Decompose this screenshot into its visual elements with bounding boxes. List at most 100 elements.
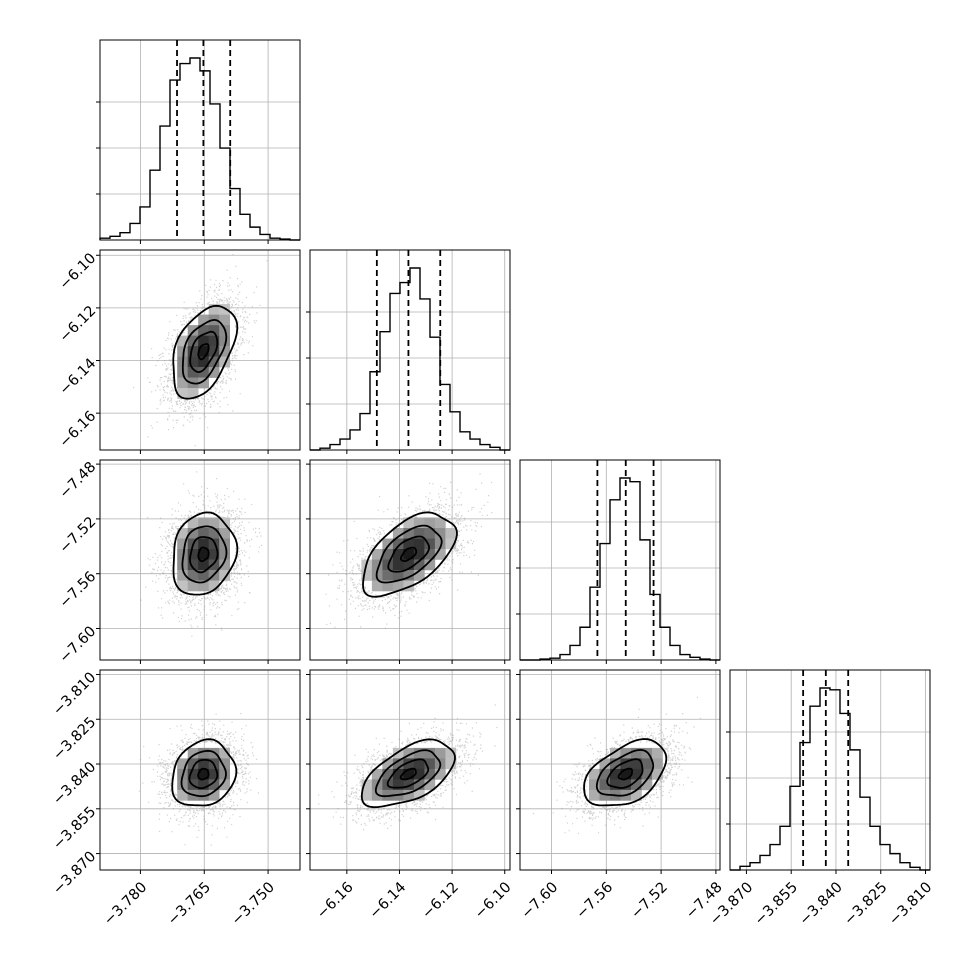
contour-level-0 [172,304,239,400]
x-tick-label-1-0: −6.16 [314,879,357,922]
density-cell [445,747,457,759]
density-cell [361,779,373,791]
density-cell [413,538,425,550]
density-cell [434,517,446,529]
density-cell [208,517,220,529]
density-panel-2-0 [96,459,301,664]
x-tick-label-3-4: −3.810 [886,879,935,928]
density-cell [599,768,611,780]
axes-frame [519,669,721,871]
density-cell [403,758,415,770]
density-cell [177,528,188,539]
density-cell [187,335,199,347]
contour-level-1 [181,318,228,385]
density-cell [187,549,199,560]
density-cell [403,779,415,791]
contour-level-2 [188,759,219,790]
axes-frame [309,669,511,871]
density-cell [392,779,404,791]
density-cell [177,335,188,347]
density-cell [631,779,642,791]
density-cell [403,538,415,550]
density-cell [392,559,404,571]
y-tick-label-2-2: −7.52 [57,514,100,557]
y-tick-label-1-0: −6.16 [57,408,100,451]
density-cell [371,559,383,571]
histogram-step-3 [730,687,930,871]
density-cell [198,758,209,770]
density-cell [445,538,457,550]
density-cell [187,570,199,581]
density-cell [599,758,611,770]
density-cell [219,570,230,581]
y-tick-label-3-2: −3.840 [50,759,99,808]
density-cell [413,779,425,791]
density-cell [652,758,663,770]
density-cell [610,768,621,780]
density-cell [631,758,642,770]
density-cell [198,747,209,759]
axes-frame [519,459,721,661]
density-cell [219,758,230,770]
density-cell [219,528,230,539]
density-cell [208,335,220,347]
density-cell [382,538,394,550]
density-cell [392,570,404,581]
density-cell [187,388,199,399]
density-cell [198,356,209,368]
y-tick-label-1-2: −6.12 [57,303,100,346]
contour-level-2 [189,536,219,574]
x-tick-label-3-3: −3.825 [841,879,890,928]
axes-frame [729,669,931,871]
contour-level-1 [595,748,655,797]
density-cell [219,304,230,315]
density-cell [392,549,404,560]
y-tick-label-3-4: −3.810 [50,670,99,719]
y-tick-label-2-1: −7.56 [57,569,100,612]
sample-points [532,696,702,834]
sample-points [140,471,263,637]
density-cell [177,388,188,399]
density-cell [208,789,220,801]
density-cell [187,559,199,571]
density-cell [208,356,220,368]
x-tick-label-2-2: −7.52 [628,879,671,922]
density-cell [177,377,188,389]
axes-frame [99,39,301,241]
histogram-panel-1 [306,249,511,454]
density-cell [198,779,209,791]
contour-level-1 [180,749,227,798]
y-tick-label-3-3: −3.825 [50,714,99,763]
density-cell [631,747,642,759]
density-cell [392,580,404,592]
density-cell [424,768,436,780]
density-cell [219,747,230,759]
density-cell [219,335,230,347]
density-cell [434,528,446,539]
density-cell [177,346,188,357]
density-cell [219,559,230,571]
density-cell [177,549,188,560]
density-cell [589,768,600,780]
y-tick-label-2-0: −7.60 [57,624,100,667]
histogram-panel-3 [726,669,931,874]
density-cell [392,758,404,770]
density-cell [177,580,188,592]
density-cell [589,779,600,791]
density-cell [187,768,199,780]
axes-frame [99,249,301,451]
histogram-step-2 [520,477,720,661]
density-cell [620,779,632,791]
density-cell [177,758,188,770]
density-cell [392,768,404,780]
density-cell [187,356,199,368]
contour-level-3 [400,546,418,562]
density-cell [403,528,415,539]
x-tick-label-0-2: −3.750 [229,879,278,928]
histogram-panel-0 [96,39,301,244]
density-cell [187,517,199,529]
density-cell [177,570,188,581]
density-cell [371,768,383,780]
density-cell [403,549,415,560]
density-cell [198,377,209,389]
